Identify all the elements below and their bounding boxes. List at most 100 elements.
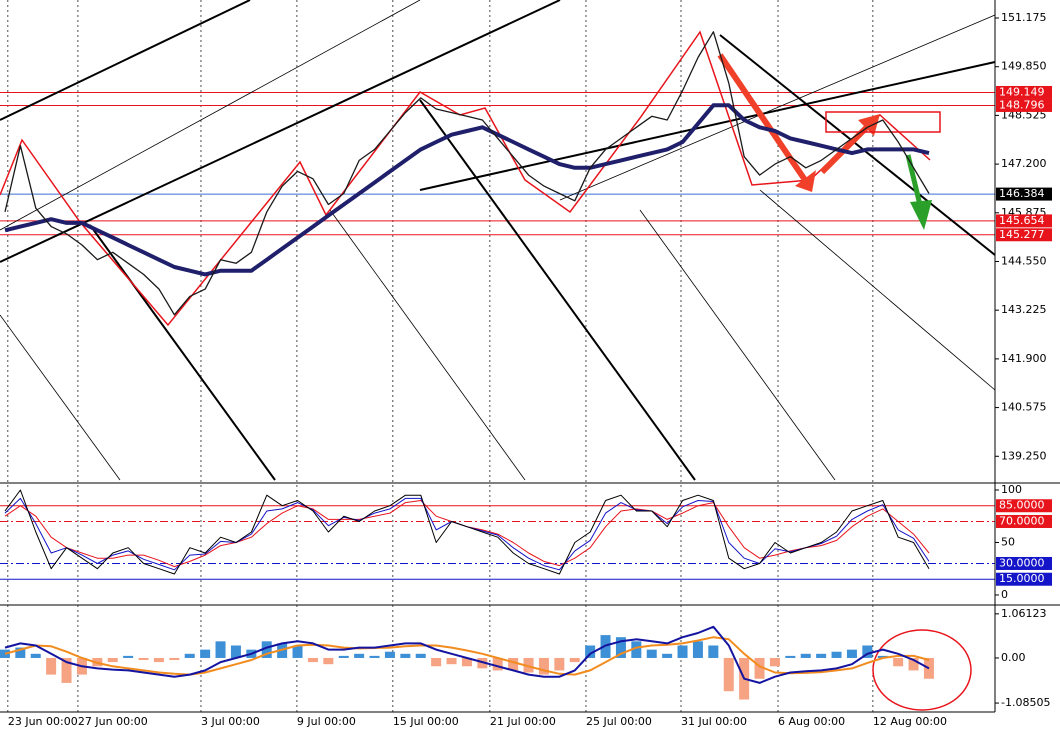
x-tick-label: 21 Jul 00:00 <box>490 715 556 728</box>
x-tick-label: 9 Jul 00:00 <box>297 715 356 728</box>
trend-line <box>0 0 251 121</box>
histogram-bar <box>215 641 226 658</box>
histogram-bar <box>569 657 580 663</box>
histogram-bar <box>708 645 719 658</box>
histogram-bar <box>554 657 565 671</box>
histogram-bar <box>646 649 657 658</box>
x-tick-label: 15 Jul 00:00 <box>393 715 459 728</box>
arrow <box>717 53 808 182</box>
y-tick-label: 1.06123 <box>1001 607 1047 620</box>
histogram-bar <box>307 657 318 663</box>
arrow-head <box>795 170 816 192</box>
annotations <box>0 0 996 711</box>
histogram-bar <box>831 651 842 658</box>
histogram-bar <box>585 645 596 658</box>
histogram-bar <box>30 653 41 658</box>
y-tick-label: 143.225 <box>1001 303 1047 316</box>
trend-line <box>639 209 836 481</box>
histogram-bar <box>338 655 349 658</box>
trend-line <box>0 314 121 481</box>
trend-line <box>0 0 421 231</box>
trend-line <box>559 14 996 201</box>
histogram-bar <box>230 645 241 658</box>
histogram-bar <box>523 657 534 673</box>
y-tick-label: 151.175 <box>1001 11 1047 24</box>
level-label-box <box>996 98 1052 112</box>
histogram-bar <box>138 657 149 661</box>
highlight-circle <box>872 629 972 711</box>
level-label: 146.384 <box>999 187 1045 200</box>
histogram-bar <box>0 649 10 658</box>
histogram-bar <box>169 657 180 661</box>
histogram-bar <box>46 657 57 675</box>
histogram-bar <box>15 647 26 658</box>
x-tick-label: 25 Jul 00:00 <box>586 715 652 728</box>
trend-line <box>329 209 526 481</box>
y-tick-label: 139.250 <box>1001 449 1047 462</box>
trend-line <box>419 99 696 481</box>
histogram-bar <box>692 641 703 658</box>
histogram-bar <box>508 657 519 671</box>
histogram-bar <box>153 657 164 663</box>
trend-line <box>0 0 561 263</box>
histogram-bar <box>184 653 195 658</box>
histogram-bar <box>323 657 334 665</box>
histogram-bar <box>277 643 288 658</box>
histogram-bar <box>631 641 642 658</box>
zone-box <box>825 111 941 133</box>
y-tick-label: -1.08505 <box>1001 696 1050 709</box>
histogram-bar <box>615 637 626 658</box>
x-tick-label: 3 Jul 00:00 <box>201 715 260 728</box>
arrow-head <box>858 114 880 136</box>
level-label: 148.796 <box>999 98 1045 111</box>
histogram-bar <box>431 657 442 667</box>
histogram-bar <box>816 653 827 658</box>
x-tick-label: 23 Jun 00:00 <box>8 715 78 728</box>
histogram-bar <box>662 653 673 658</box>
level-label-box <box>996 572 1052 586</box>
x-tick-label: 31 Jul 00:00 <box>681 715 747 728</box>
level-label: 30.0000 <box>999 556 1045 569</box>
y-tick-label: 141.900 <box>1001 352 1047 365</box>
trend-line <box>419 61 996 191</box>
series-line <box>4 489 930 575</box>
histogram-bar <box>415 653 426 658</box>
histogram-bar <box>123 655 134 658</box>
histogram-bar <box>369 655 380 658</box>
x-tick-label: 12 Aug 00:00 <box>873 715 947 728</box>
histogram-bar <box>538 657 549 675</box>
histogram-bar <box>677 645 688 658</box>
histogram-bar <box>846 649 857 658</box>
y-tick-label: 0 <box>1001 588 1008 601</box>
series-line <box>4 625 930 684</box>
histogram-bar <box>893 657 904 667</box>
histogram-bar <box>61 657 72 683</box>
y-tick-label: 140.575 <box>1001 401 1047 414</box>
histogram-bar <box>908 657 919 671</box>
histogram-bar <box>754 657 765 679</box>
series-line <box>4 31 930 316</box>
y-tick-label: 100 <box>1001 483 1022 496</box>
level-label: 15.0000 <box>999 572 1045 585</box>
level-label: 85.0000 <box>999 499 1045 512</box>
y-tick-label: 149.850 <box>1001 60 1047 73</box>
level-label-box <box>996 556 1052 570</box>
histogram-bar <box>107 657 118 663</box>
series-line <box>4 636 930 676</box>
histogram-bar <box>492 657 503 671</box>
zigzag <box>0 30 931 327</box>
level-label-box <box>996 187 1052 201</box>
level-label-box <box>996 228 1052 242</box>
y-tick-label: 147.200 <box>1001 157 1047 170</box>
y-tick-label: 144.550 <box>1001 254 1047 267</box>
histogram-bar <box>877 655 888 658</box>
histogram-bar <box>477 657 488 669</box>
level-label: 149.149 <box>999 85 1045 98</box>
level-label: 70.0000 <box>999 514 1045 527</box>
x-tick-label: 27 Jun 00:00 <box>78 715 148 728</box>
level-label-box <box>996 85 1052 99</box>
histogram-bar <box>354 653 365 658</box>
arrow-head <box>910 200 932 230</box>
histogram-bar <box>261 641 272 658</box>
